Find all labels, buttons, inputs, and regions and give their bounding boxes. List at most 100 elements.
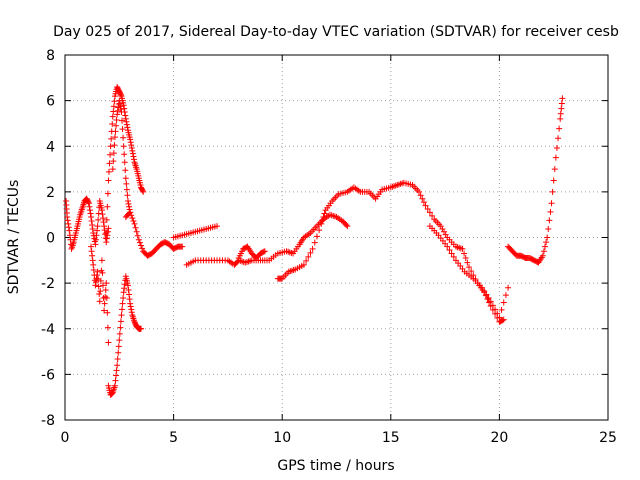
data-point	[116, 330, 123, 337]
y-tick-label: -4	[41, 322, 55, 338]
data-point	[115, 349, 122, 356]
data-point	[119, 117, 126, 124]
data-point	[105, 168, 112, 175]
data-point	[85, 199, 92, 206]
data-point	[97, 277, 104, 284]
series-arc-mid-upper	[170, 223, 221, 241]
data-point	[105, 225, 112, 232]
data-point	[65, 224, 72, 231]
plot-frame	[64, 54, 609, 421]
data-point	[547, 208, 554, 215]
data-point	[130, 217, 137, 224]
data-point	[94, 223, 101, 230]
data-point	[95, 283, 102, 290]
data-point	[114, 362, 121, 369]
data-point	[548, 200, 555, 207]
data-point	[124, 282, 131, 289]
x-tick-label: 10	[273, 430, 291, 446]
data-point	[260, 248, 267, 255]
data-point	[120, 294, 127, 301]
data-point	[126, 291, 133, 298]
data-point	[112, 377, 119, 384]
data-point	[127, 303, 134, 310]
data-point	[124, 192, 131, 199]
data-point	[483, 291, 490, 298]
data-point	[461, 250, 468, 257]
data-point	[126, 203, 133, 210]
data-point	[179, 243, 186, 250]
x-tick-label: 5	[169, 430, 178, 446]
data-point	[123, 118, 130, 125]
data-point	[104, 203, 111, 210]
data-point	[132, 224, 139, 231]
data-point	[319, 217, 326, 224]
data-point	[65, 220, 72, 227]
data-point	[558, 100, 565, 107]
grid-lines	[65, 55, 608, 420]
data-point	[559, 95, 566, 102]
data-point	[104, 324, 111, 331]
data-point	[111, 382, 118, 389]
data-point	[309, 245, 316, 252]
y-tick-label: 0	[46, 231, 55, 247]
series-arc-early-wiggle	[63, 195, 112, 252]
data-point	[426, 209, 433, 216]
data-point	[450, 253, 457, 260]
data-point	[125, 286, 132, 293]
series-arc-dip-low	[105, 273, 145, 398]
data-point	[89, 221, 96, 228]
data-point	[500, 299, 507, 306]
data-point	[109, 166, 116, 173]
data-point	[134, 232, 141, 239]
data-point	[114, 107, 121, 114]
data-point	[424, 205, 431, 212]
data-point	[89, 225, 96, 232]
data-point	[88, 243, 95, 250]
data-point	[113, 122, 120, 129]
data-point	[489, 302, 496, 309]
data-point	[101, 223, 108, 230]
data-point	[557, 115, 564, 122]
data-point	[129, 215, 136, 222]
y-tick-label: -8	[41, 413, 55, 429]
data-point	[88, 213, 95, 220]
data-point	[66, 232, 73, 239]
data-point	[113, 117, 120, 124]
data-point	[318, 220, 325, 227]
data-point	[120, 102, 127, 109]
data-point	[89, 252, 96, 259]
data-point	[444, 243, 451, 250]
data-point	[110, 158, 117, 165]
data-point	[485, 294, 492, 301]
data-point	[121, 281, 128, 288]
data-point	[102, 286, 109, 293]
data-point	[122, 167, 129, 174]
data-point	[344, 223, 351, 230]
data-point	[420, 199, 427, 206]
data-point	[307, 249, 314, 256]
data-point	[487, 298, 494, 305]
data-point	[492, 306, 499, 313]
data-point	[343, 221, 350, 228]
data-point	[101, 307, 108, 314]
data-point	[95, 216, 102, 223]
data-point	[117, 318, 124, 325]
data-point	[484, 296, 491, 303]
chart-title: Day 025 of 2017, Sidereal Day-to-day VTE…	[53, 24, 619, 40]
data-point	[543, 239, 550, 246]
data-point	[104, 190, 111, 197]
data-point	[130, 153, 137, 160]
data-point	[551, 166, 558, 173]
data-point	[448, 250, 455, 257]
data-point	[118, 109, 125, 116]
data-point	[117, 324, 124, 331]
data-point	[316, 227, 323, 234]
data-point	[557, 110, 564, 117]
data-point	[100, 215, 107, 222]
series-arc-evening-branch	[426, 223, 512, 321]
data-point	[96, 290, 103, 297]
series-arc-peak-high	[103, 83, 147, 236]
data-point	[542, 243, 549, 250]
data-point	[112, 128, 119, 135]
data-point	[117, 106, 124, 113]
